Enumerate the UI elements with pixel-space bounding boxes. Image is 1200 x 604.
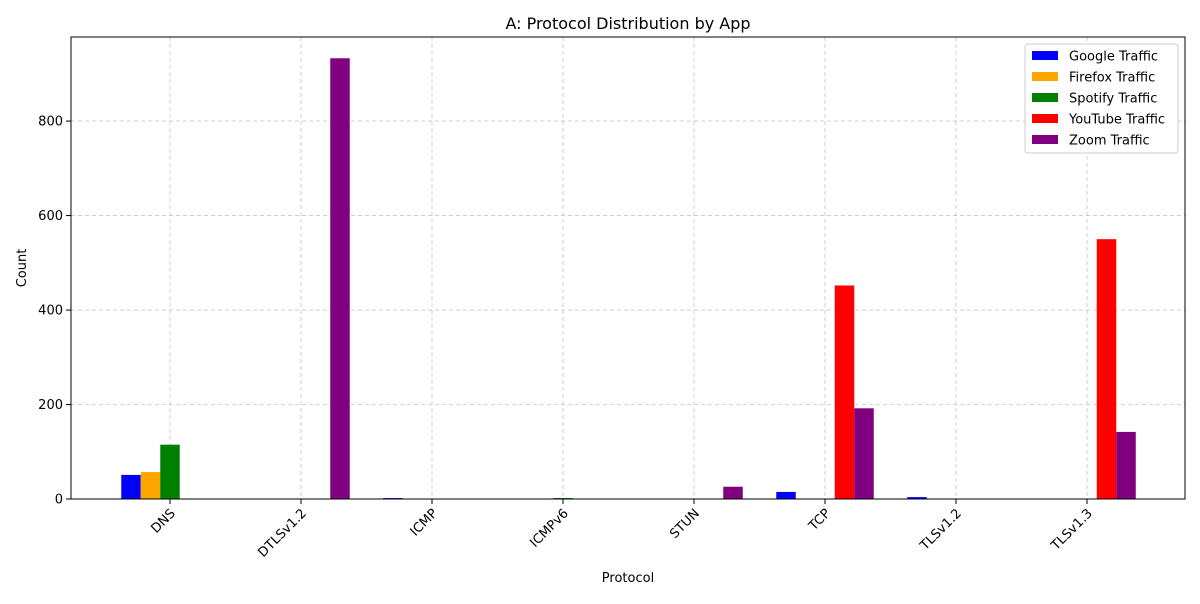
grid-layer	[71, 37, 1185, 500]
chart-title: A: Protocol Distribution by App	[505, 14, 750, 33]
bar	[140, 472, 161, 499]
legend-swatch	[1032, 72, 1058, 81]
x-tick-label: ICMP	[408, 506, 441, 539]
legend-swatch	[1032, 135, 1058, 144]
legend-label: Spotify Traffic	[1069, 92, 1157, 107]
bar	[1116, 431, 1136, 499]
legend-label: Firefox Traffic	[1069, 71, 1155, 86]
y-tick-label: 200	[38, 398, 63, 413]
x-tick-label: DTLSv1.2	[256, 506, 310, 560]
legend-swatch	[1032, 93, 1058, 102]
legend-label: Zoom Traffic	[1069, 134, 1150, 149]
y-tick-label: 0	[55, 493, 63, 508]
bars-layer	[121, 58, 1136, 500]
x-tick-label: ICMPv6	[527, 506, 572, 551]
bar	[854, 408, 874, 499]
x-axis-title: Protocol	[602, 571, 654, 586]
bar	[160, 444, 180, 499]
bar	[776, 491, 796, 499]
bar	[834, 285, 855, 499]
bar	[121, 474, 141, 499]
x-tick-label: TLSv1.3	[1048, 506, 1096, 554]
legend: Google Traffic Firefox Traffic Spotify Tra…	[1024, 43, 1179, 154]
bar	[330, 58, 350, 500]
y-tick-label: 400	[38, 304, 63, 319]
y-axis-title: Count	[15, 249, 30, 288]
legend-label: YouTube Traffic	[1068, 113, 1165, 128]
bar	[1096, 239, 1117, 499]
legend-swatch	[1032, 114, 1058, 123]
y-tick-label: 600	[38, 209, 63, 224]
plot-frame	[70, 36, 1186, 500]
legend-frame	[1024, 43, 1179, 154]
x-tick-label: STUN	[667, 506, 703, 542]
x-tick-label: TLSv1.2	[917, 506, 965, 554]
bar	[907, 497, 927, 499]
y-tick-label: 800	[38, 115, 63, 130]
ticks-layer: 0 200 400 600 800 DNS DTLSv1.2 ICMP ICMPv6 STUN TC…	[38, 115, 1096, 561]
x-tick-label: TCP	[805, 506, 833, 534]
legend-label: Google Traffic	[1069, 50, 1158, 65]
bar	[723, 486, 743, 499]
legend-swatch	[1032, 51, 1058, 60]
x-tick-label: DNS	[148, 506, 178, 536]
